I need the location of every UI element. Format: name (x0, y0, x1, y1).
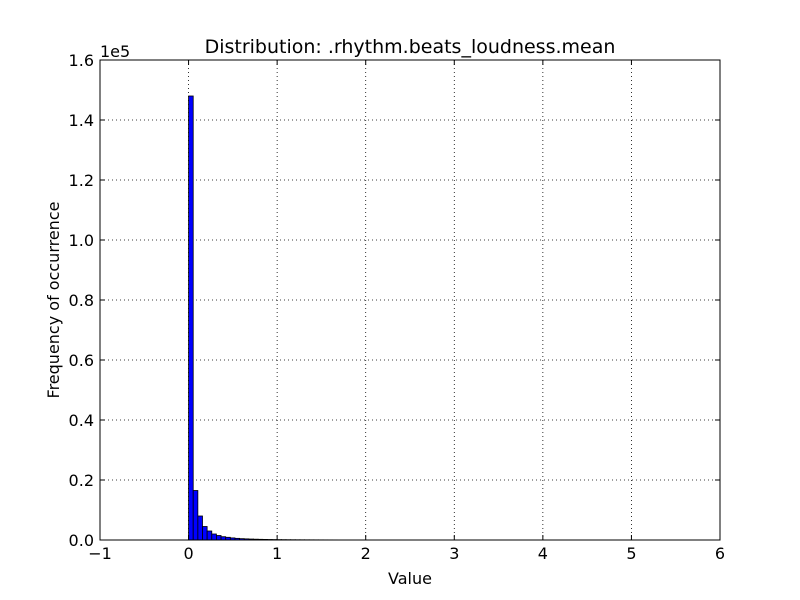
y-tick-label: 0.4 (69, 411, 94, 430)
y-axis-title: Frequency of occurrence (44, 202, 63, 399)
x-tick-label: −1 (88, 544, 112, 563)
axis-ticks (99, 59, 721, 541)
y-tick-label: 0.0 (69, 531, 94, 550)
x-tick-label: 6 (715, 544, 725, 563)
y-tick-label: 0.6 (69, 351, 94, 370)
y-tick-label: 1.4 (69, 111, 94, 130)
x-tick-label: 1 (272, 544, 282, 563)
x-tick-label: 0 (183, 544, 193, 563)
y-tick-label: 1.2 (69, 171, 94, 190)
y-axis-multiplier: 1e5 (100, 42, 130, 61)
y-tick-label: 0.8 (69, 291, 94, 310)
chart-title: Distribution: .rhythm.beats_loudness.mea… (205, 36, 616, 58)
histogram-bar (211, 533, 217, 541)
histogram-bar (197, 515, 203, 541)
histogram-bar (188, 95, 194, 541)
y-tick-label: 0.2 (69, 471, 94, 490)
grid-lines (100, 60, 720, 540)
y-tick-label: 1.6 (69, 51, 94, 70)
histogram-bar (192, 490, 199, 541)
x-tick-label: 2 (361, 544, 371, 563)
tick-labels: −1 0 1 2 3 4 5 6 0.0 0.2 0.4 0.6 0.8 1.0 1.2 1.4 1.6 (69, 51, 726, 563)
histogram-bar (216, 535, 222, 541)
x-tick-label: 5 (626, 544, 636, 563)
x-tick-label: 4 (538, 544, 548, 563)
x-axis-title: Value (388, 569, 432, 588)
histogram-bar (202, 526, 208, 541)
x-tick-label: 3 (449, 544, 459, 563)
y-tick-label: 1.0 (69, 231, 94, 250)
histogram-bar (206, 530, 213, 541)
